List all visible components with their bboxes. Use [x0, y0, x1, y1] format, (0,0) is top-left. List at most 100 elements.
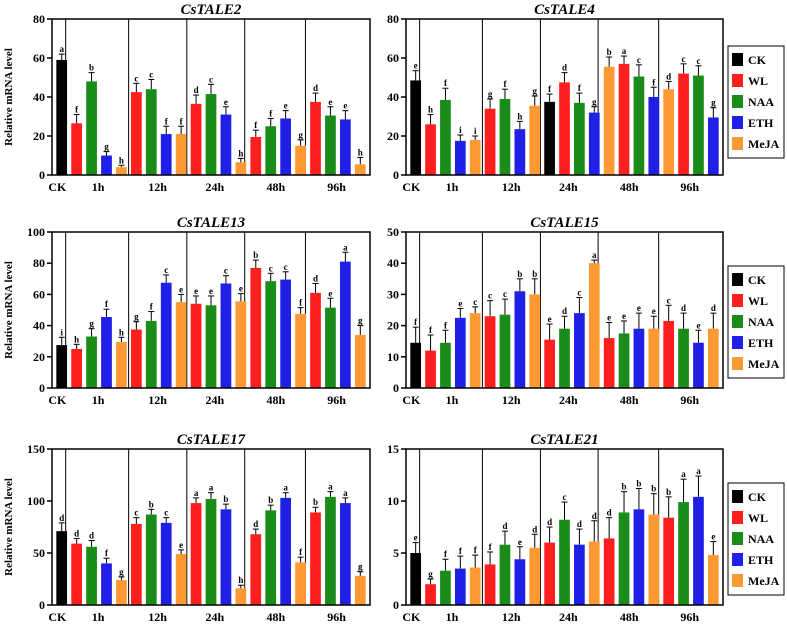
chart-title: CsTALE4 [534, 2, 595, 18]
bar-eth [693, 496, 704, 605]
significance-label: h [238, 575, 243, 585]
significance-label: f [444, 78, 448, 88]
bar-eth [454, 140, 466, 175]
significance-label: e [548, 314, 552, 324]
bar-wl [310, 101, 321, 175]
legend-label-ck: CK [748, 490, 767, 504]
significance-label: g [592, 97, 597, 107]
bar-meja [354, 575, 366, 605]
bar-naa [86, 546, 97, 605]
x-group-label: 24h [559, 180, 578, 194]
bar-eth [454, 568, 466, 605]
bar-eth [514, 129, 526, 175]
legend-label-naa: NAA [748, 95, 774, 109]
bar-naa [559, 328, 570, 388]
significance-label: c [134, 508, 138, 518]
x-group-label: 48h [620, 393, 639, 407]
bar-ck [544, 101, 555, 175]
bar-meja [235, 162, 247, 175]
legend-swatch-wl [732, 74, 743, 87]
bar-eth [101, 155, 112, 175]
bar-naa [265, 281, 277, 388]
x-group-label: 1h [446, 610, 459, 624]
bar-meja [588, 263, 600, 388]
bar-wl [484, 564, 496, 605]
significance-label: e [284, 101, 288, 111]
significance-label: h [428, 105, 433, 115]
bar-naa [440, 99, 451, 175]
significance-label: d [577, 519, 582, 529]
bar-eth [220, 283, 232, 388]
bar-meja [469, 313, 481, 388]
significance-label: d [194, 85, 199, 95]
bar-ck [56, 59, 68, 176]
significance-label: d [89, 531, 94, 541]
chart-title: CsTALE15 [530, 215, 599, 231]
legend-swatch-wl [732, 511, 743, 524]
legend-label-meja: MeJA [748, 137, 780, 151]
bar-naa [678, 328, 689, 388]
bar-eth [160, 282, 172, 388]
significance-label: g [711, 98, 716, 108]
legend-label-naa: NAA [748, 532, 774, 546]
significance-label: g [358, 562, 363, 572]
bar-eth [514, 559, 526, 605]
bar-wl [250, 534, 262, 605]
significance-label: d [666, 71, 671, 81]
significance-label: i [459, 125, 462, 135]
x-group-label: 96h [680, 610, 699, 624]
significance-label: e [622, 311, 626, 321]
bar-wl [544, 339, 555, 388]
legend-swatch-eth [732, 116, 743, 129]
bar-wl [544, 542, 555, 605]
bar-meja [175, 302, 187, 388]
significance-label: e [209, 286, 213, 296]
significance-label: a [343, 488, 348, 498]
significance-label: e [607, 312, 611, 322]
significance-label: c [667, 295, 671, 305]
y-tick-label: 0 [39, 168, 45, 182]
y-tick-label: 20 [33, 129, 45, 143]
bar-meja [663, 89, 675, 175]
x-group-label: 96h [327, 180, 346, 194]
bar-ck [410, 342, 422, 388]
x-group-label: 96h [327, 393, 346, 407]
significance-label: e [343, 101, 347, 111]
significance-label: f [578, 83, 582, 93]
bar-eth [280, 497, 292, 605]
x-group-label: 12h [148, 180, 167, 194]
bar-naa [574, 102, 585, 175]
significance-label: b [253, 250, 258, 260]
x-group-label: CK [48, 610, 67, 624]
significance-label: e [239, 284, 243, 294]
bar-meja [469, 567, 481, 605]
bar-naa [440, 342, 451, 388]
bar-eth [220, 114, 232, 175]
legend-swatch-ck [732, 490, 743, 503]
significance-label: b [268, 495, 273, 505]
chart-title: CsTALE17 [177, 432, 246, 448]
significance-label: d [562, 306, 567, 316]
x-group-label: 12h [502, 180, 521, 194]
bar-meja [354, 164, 366, 175]
significance-label: e [458, 298, 462, 308]
y-tick-label: 80 [33, 12, 45, 26]
x-group-label: 12h [148, 393, 167, 407]
legend-label-eth: ETH [748, 553, 774, 567]
bar-wl [484, 108, 496, 175]
significance-label: e [328, 97, 332, 107]
x-group-label: 1h [446, 393, 459, 407]
x-group-label: 24h [559, 610, 578, 624]
significance-label: g [134, 312, 139, 322]
legend-label-eth: ETH [748, 116, 774, 130]
legend: CK WL NAA ETH MeJA [727, 45, 785, 159]
significance-label: e [414, 533, 418, 543]
significance-label: h [74, 334, 79, 344]
significance-label: f [414, 317, 418, 327]
significance-label: d [59, 513, 64, 523]
x-group-label: 12h [502, 393, 521, 407]
bar-wl [425, 124, 436, 175]
x-group-label: 96h [680, 393, 699, 407]
significance-label: e [224, 97, 228, 107]
y-axis-label: Relative mRNA level [3, 261, 15, 359]
